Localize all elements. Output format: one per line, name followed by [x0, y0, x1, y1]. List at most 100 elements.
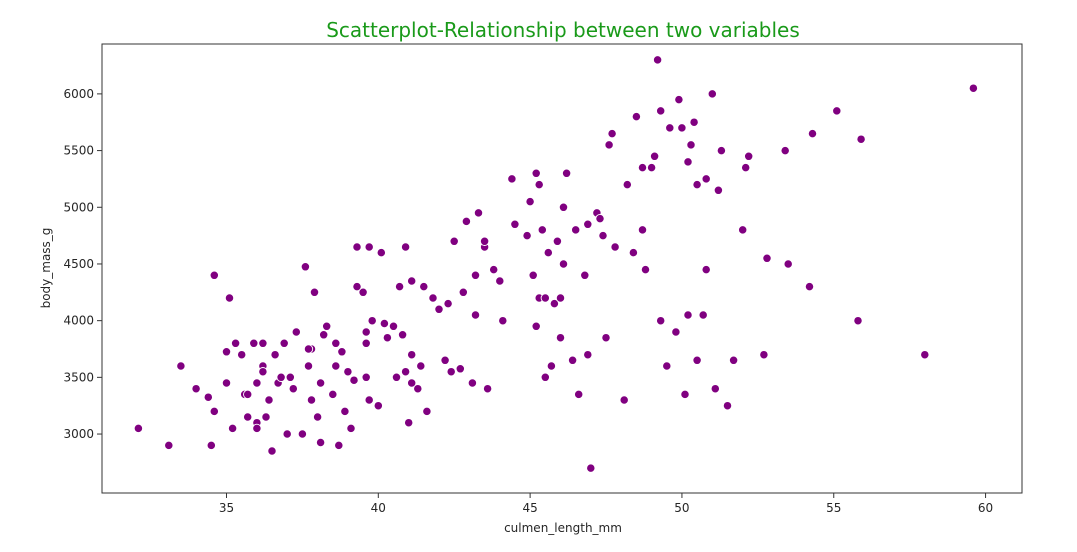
data-point — [282, 429, 292, 439]
data-point — [701, 264, 711, 275]
data-point — [343, 367, 353, 377]
data-point — [510, 219, 520, 229]
data-point — [428, 293, 438, 303]
x-tick-label: 35 — [219, 501, 234, 515]
y-tick-label: 3000 — [63, 427, 94, 441]
data-point — [227, 423, 238, 434]
x-axis-label: culmen_length_mm — [504, 521, 622, 535]
data-point — [540, 372, 550, 382]
data-point — [656, 106, 666, 116]
data-point — [267, 446, 277, 456]
plot-frame — [101, 43, 1023, 494]
data-point — [394, 281, 405, 292]
data-point — [315, 378, 326, 388]
data-point — [470, 270, 481, 280]
data-point — [640, 264, 651, 275]
data-point — [322, 321, 332, 331]
data-point — [209, 406, 219, 417]
data-point — [698, 310, 708, 320]
data-point — [243, 389, 253, 400]
data-point — [237, 350, 247, 360]
data-point — [388, 321, 399, 331]
data-point — [300, 262, 311, 272]
data-point — [495, 276, 505, 286]
data-point — [376, 247, 386, 258]
data-point — [610, 242, 620, 252]
data-point — [458, 287, 468, 297]
data-point — [176, 361, 186, 371]
data-point — [549, 298, 560, 309]
data-point — [297, 429, 308, 439]
data-point — [303, 344, 314, 354]
data-point — [689, 117, 699, 127]
data-point — [419, 281, 429, 292]
data-point — [252, 423, 262, 434]
data-point — [686, 140, 696, 150]
data-point — [722, 401, 733, 411]
data-point — [738, 225, 748, 235]
data-point — [649, 151, 660, 161]
data-point — [191, 384, 201, 394]
data-point — [221, 347, 232, 357]
data-point — [243, 412, 253, 422]
data-point — [652, 55, 663, 65]
data-point — [537, 225, 547, 235]
data-point — [555, 333, 566, 343]
data-point — [662, 361, 672, 371]
data-point — [224, 293, 235, 303]
data-point — [674, 94, 684, 105]
data-point — [531, 168, 541, 178]
data-point — [832, 106, 842, 116]
data-point — [604, 140, 614, 150]
data-point — [319, 330, 329, 340]
data-point — [352, 281, 362, 292]
y-axis-label: body_mass_g — [39, 228, 53, 309]
data-point — [561, 168, 572, 178]
data-point — [331, 338, 341, 348]
data-point — [807, 128, 818, 139]
y-tick-label: 5500 — [63, 144, 94, 158]
data-point — [400, 367, 411, 377]
data-point — [713, 185, 724, 195]
data-point — [467, 378, 478, 388]
data-point — [361, 338, 371, 348]
data-point — [443, 298, 453, 309]
data-point — [449, 236, 459, 246]
data-point — [133, 423, 144, 434]
data-point — [407, 276, 417, 286]
data-point — [601, 333, 611, 343]
data-point — [552, 236, 563, 246]
data-point — [598, 230, 608, 241]
data-point — [856, 134, 866, 144]
data-point — [315, 437, 326, 448]
y-tick-label: 5000 — [63, 200, 94, 214]
data-point — [340, 406, 350, 417]
data-point — [291, 327, 301, 337]
data-point — [853, 316, 863, 326]
data-point — [397, 330, 408, 340]
data-point — [164, 440, 174, 451]
chart-title: Scatterplot-Relationship between two var… — [326, 18, 800, 42]
data-point — [206, 440, 216, 451]
data-point — [744, 151, 754, 161]
data-point — [567, 355, 578, 365]
data-point — [555, 293, 566, 303]
data-point — [303, 361, 314, 371]
x-tick-label: 60 — [978, 501, 993, 515]
data-point — [349, 375, 359, 385]
data-point — [203, 392, 213, 402]
data-point — [407, 378, 417, 388]
data-point — [331, 361, 341, 371]
data-point — [361, 327, 371, 337]
data-point — [707, 89, 717, 99]
data-point — [498, 316, 508, 326]
data-point — [583, 219, 593, 229]
y-tick-label: 4500 — [63, 257, 94, 271]
x-tick-label: 50 — [674, 501, 689, 515]
data-point — [759, 350, 769, 360]
data-point — [665, 123, 675, 133]
data-point — [337, 347, 347, 357]
data-point — [762, 253, 772, 263]
data-point — [285, 372, 295, 382]
